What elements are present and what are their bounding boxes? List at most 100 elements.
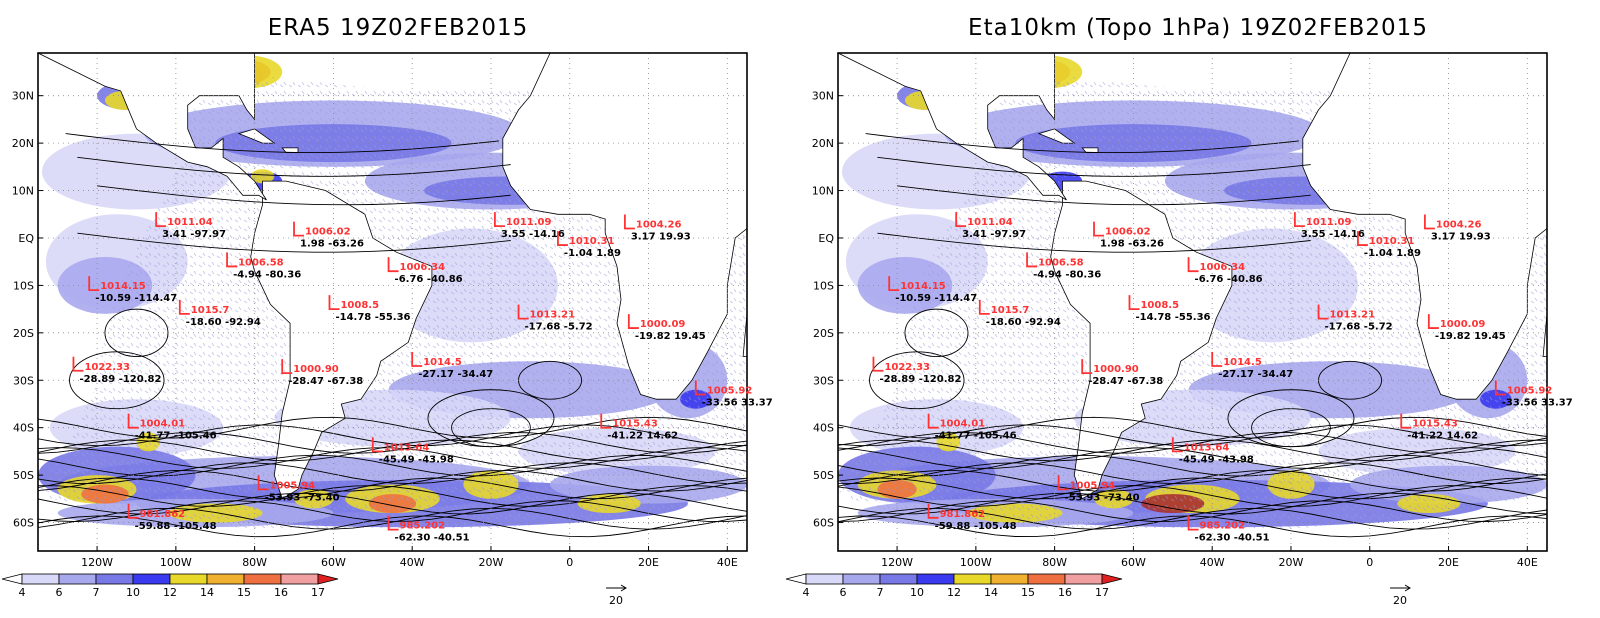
isobar — [838, 500, 1547, 523]
low-marker — [1211, 352, 1223, 367]
isobar — [838, 431, 1547, 454]
center-coordinates: 1.98 -63.26 — [1100, 239, 1164, 250]
pressure-value: 981.862 — [140, 509, 186, 520]
low-pressure-center: 981.862-59.88 -105.48 — [127, 503, 217, 532]
center-coordinates: -27.17 -34.47 — [1218, 369, 1293, 380]
lon-label: 20E — [638, 556, 659, 569]
colorbar-tick-label: 14 — [984, 586, 998, 599]
center-coordinates: 3.41 -97.97 — [962, 229, 1026, 240]
center-coordinates: -33.56 33.37 — [702, 397, 773, 408]
isobar — [897, 185, 1311, 206]
isobar — [38, 431, 747, 454]
pressure-value: 1013.64 — [384, 442, 430, 453]
lat-label: 20N — [812, 137, 834, 150]
colorbar-tick-label: 7 — [93, 586, 100, 599]
lat-label: 30S — [13, 374, 34, 387]
low-pressure-center: 1010.31-1.04 1.89 — [1357, 231, 1421, 259]
center-coordinates: -1.04 1.89 — [564, 248, 621, 259]
low-pressure-center: 1006.021.98 -63.26 — [1093, 221, 1164, 250]
pressure-value: 1006.02 — [1105, 227, 1151, 238]
isobar — [38, 485, 747, 507]
center-coordinates: 3.41 -97.97 — [162, 229, 226, 240]
coastline — [38, 53, 267, 201]
isobar — [38, 477, 747, 500]
map-frame — [37, 52, 748, 552]
lon-label: 120W — [81, 556, 113, 569]
low-pressure-center: 1006.58-4.94 -80.36 — [226, 252, 301, 280]
isobar — [838, 416, 1547, 439]
center-coordinates: -53.93 -73.40 — [1065, 492, 1140, 503]
pressure-value: 1006.58 — [1038, 257, 1084, 268]
colorbar-tick-label: 12 — [163, 586, 177, 599]
lat-label: 20S — [13, 327, 34, 340]
colorbar-tick-label: 15 — [237, 586, 251, 599]
colorbar-segment — [1027, 573, 1066, 585]
low-marker — [1187, 257, 1199, 273]
isobar — [838, 439, 1547, 462]
pressure-value: 1013.21 — [1330, 310, 1376, 321]
pressure-value: 1005.94 — [270, 480, 316, 491]
lat-label: 40S — [13, 422, 34, 435]
low-marker — [1093, 221, 1105, 237]
center-coordinates: 3.17 19.93 — [1431, 231, 1491, 242]
low-marker — [1128, 295, 1140, 311]
isobar — [65, 133, 499, 154]
colorbar-tick-label: 6 — [840, 586, 847, 599]
low-pressure-center: 1011.093.55 -14.16 — [494, 212, 565, 240]
low-pressure-center: 1000.90-28.47 -67.38 — [281, 359, 363, 387]
lon-label: 0 — [1366, 556, 1373, 569]
coastline — [1050, 180, 1233, 500]
low-marker — [387, 257, 399, 273]
low-marker — [1187, 515, 1199, 531]
map-panel-eta10km: 30N 20N 10N EQ 10S 20S 30S 40S 50S 60S 120W 100W 80W… — [812, 52, 1573, 569]
pressure-value: 1005.94 — [1070, 480, 1116, 491]
pressure-value: 1000.09 — [1440, 319, 1486, 330]
lon-label: 60W — [1121, 556, 1146, 569]
lon-label: 120W — [881, 556, 913, 569]
colorbar-tick-label: 6 — [56, 586, 63, 599]
isobar — [865, 133, 1299, 154]
pressure-value: 1014.5 — [1223, 357, 1262, 368]
colorbar-segment — [280, 573, 319, 585]
isobar — [838, 477, 1547, 500]
low-marker — [1317, 304, 1329, 320]
isobar — [38, 515, 747, 538]
pressure-value: 1006.02 — [305, 227, 351, 238]
pressure-value: 1005.92 — [707, 385, 753, 396]
low-marker — [1423, 214, 1435, 230]
vector-key-arrow — [1390, 584, 1411, 592]
panel-title-eta10km: Eta10km (Topo 1hPa) 19Z02FEB2015 — [968, 15, 1428, 41]
isobar — [38, 439, 747, 462]
center-coordinates: -18.60 -92.94 — [186, 317, 261, 328]
pressure-value: 1006.34 — [1200, 262, 1246, 273]
colorbar-segment — [916, 573, 955, 585]
pressure-value: 985.202 — [400, 521, 446, 532]
lon-label: 60W — [321, 556, 346, 569]
isobar — [904, 308, 969, 357]
pressure-value: 1015.43 — [1412, 419, 1458, 430]
colorbar-segment — [1064, 573, 1103, 585]
center-coordinates: -41.22 14.62 — [607, 431, 678, 442]
lat-label: EQ — [818, 232, 834, 245]
low-marker — [872, 356, 884, 372]
low-pressure-center: 1011.043.41 -97.97 — [155, 212, 226, 240]
low-marker — [557, 231, 568, 246]
pressure-value: 1000.09 — [640, 319, 686, 330]
low-pressure-center: 1005.92-33.56 33.37 — [1494, 380, 1573, 408]
isobar — [869, 351, 965, 410]
isobar — [77, 156, 511, 177]
low-pressure-center: 1022.33-28.89 -120.82 — [872, 356, 961, 385]
low-pressure-center: 1010.31-1.04 1.89 — [557, 231, 621, 259]
low-marker — [1057, 475, 1069, 491]
lon-label: 20W — [479, 556, 504, 569]
low-pressure-center: 1006.58-4.94 -80.36 — [1026, 252, 1101, 280]
low-marker — [178, 299, 190, 315]
center-coordinates: -41.77 -105.46 — [135, 431, 217, 442]
colorbar-tick-label: 10 — [910, 586, 924, 599]
colorbar-segment — [990, 573, 1029, 585]
pressure-value: 1005.92 — [1507, 385, 1553, 396]
center-coordinates: 3.55 -14.16 — [501, 229, 565, 240]
isobar — [838, 454, 1547, 477]
lat-label: 60S — [13, 517, 34, 530]
pressure-value: 1011.04 — [967, 217, 1013, 228]
